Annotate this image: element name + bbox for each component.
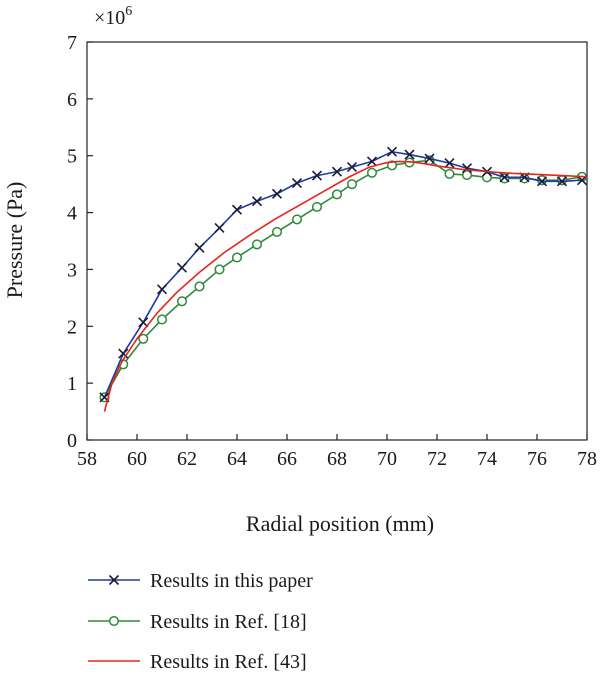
x-tick-label: 72 [427, 448, 447, 470]
y-tick-label: 1 [67, 373, 77, 395]
series-ref-18-point [251, 239, 263, 250]
x-tick-label: 66 [277, 448, 297, 470]
plot-border [86, 41, 588, 441]
series-this-paper-point [404, 149, 415, 160]
series-ref-18-point [556, 175, 568, 186]
series-ref-18-point [176, 296, 188, 307]
x-tick-label: 74 [477, 448, 497, 470]
plot-area [86, 41, 588, 441]
series-ref-18-point [366, 167, 378, 178]
x-axis-title: Radial position (mm) [246, 511, 434, 536]
legend-label: Results in Ref. [43] [150, 651, 307, 673]
y-tick-label: 3 [67, 259, 77, 281]
series-this-paper-point [271, 188, 283, 199]
series-this-paper [99, 146, 588, 403]
series-ref-18-point [461, 169, 473, 181]
series-this-paper-point [366, 156, 378, 167]
series-ref-43-line [103, 160, 588, 412]
x-tick-label: 64 [227, 448, 247, 470]
series-ref-18-line [103, 159, 583, 398]
series-ref-18-point [499, 173, 510, 184]
legend-swatch-marker [108, 615, 120, 627]
series-this-paper-point [346, 162, 358, 173]
x-tick-label: 60 [127, 448, 147, 470]
series-ref-18-point [291, 214, 303, 225]
series-ref-18-point [346, 179, 358, 190]
series-layer [99, 146, 588, 412]
series-ref-18 [99, 155, 588, 403]
series-this-paper-point [194, 242, 205, 253]
legend-item: Results in this paper [88, 570, 313, 592]
y-axis: 0 1 2 3 4 5 6 7 [67, 32, 93, 452]
series-this-paper-point [176, 262, 188, 273]
series-this-paper-point [214, 222, 225, 233]
x-tick-label: 76 [527, 448, 547, 470]
series-this-paper-point [231, 204, 243, 215]
series-ref-18-point [311, 201, 323, 212]
legend-item: Results in Ref. [43] [88, 651, 307, 673]
series-this-paper-point [444, 158, 455, 169]
y-tick-label: 2 [67, 316, 77, 338]
series-this-paper-point [556, 176, 568, 187]
series-this-paper-point [156, 284, 168, 295]
series-ref-18-point [386, 160, 398, 171]
series-ref-18-point [138, 333, 149, 344]
series-this-paper-point [291, 177, 303, 189]
series-this-paper-point [311, 170, 323, 181]
legend-label: Results in Ref. [18] [150, 611, 307, 633]
series-this-paper-point [461, 163, 473, 174]
series-ref-18-point [156, 314, 168, 325]
x-tick-label: 68 [327, 448, 347, 470]
x-tick-label: 58 [77, 448, 97, 470]
series-ref-43 [103, 160, 588, 412]
x-tick-label: 70 [377, 448, 397, 470]
series-this-paper-point [536, 176, 548, 187]
series-this-paper-point [499, 172, 510, 183]
y-tick-label: 7 [67, 32, 77, 54]
y-multiplier: ×106 [94, 4, 132, 29]
series-this-paper-point [331, 166, 343, 177]
x-tick-label: 62 [177, 448, 197, 470]
series-this-paper-point [386, 146, 398, 157]
series-this-paper-point [138, 317, 149, 328]
series-ref-18-point [214, 264, 225, 275]
x-axis: 58 60 62 64 66 68 70 72 74 76 78 [77, 434, 597, 470]
legend: Results in this paper Results in Ref. [18… [88, 570, 313, 673]
legend-swatch-marker [108, 574, 120, 586]
legend-item: Results in Ref. [18] [88, 611, 307, 633]
series-ref-18-point [331, 189, 343, 200]
series-this-paper-line [103, 150, 583, 398]
series-this-paper-point [251, 196, 263, 207]
legend-label: Results in this paper [150, 570, 313, 592]
y-tick-label: 4 [67, 203, 77, 225]
series-ref-18-point [481, 172, 493, 183]
x-tick-label: 78 [577, 448, 597, 470]
series-this-paper-point [424, 153, 435, 164]
series-ref-18-point [271, 226, 283, 237]
y-tick-label: 5 [67, 146, 77, 168]
y-axis-title: Pressure (Pa) [2, 182, 27, 299]
series-this-paper-point [118, 348, 129, 359]
y-tick-label: 0 [67, 430, 77, 452]
series-ref-18-point [194, 281, 205, 292]
y-tick-label: 6 [67, 89, 77, 111]
series-ref-18-point [231, 252, 243, 263]
series-ref-18-point [444, 168, 455, 179]
